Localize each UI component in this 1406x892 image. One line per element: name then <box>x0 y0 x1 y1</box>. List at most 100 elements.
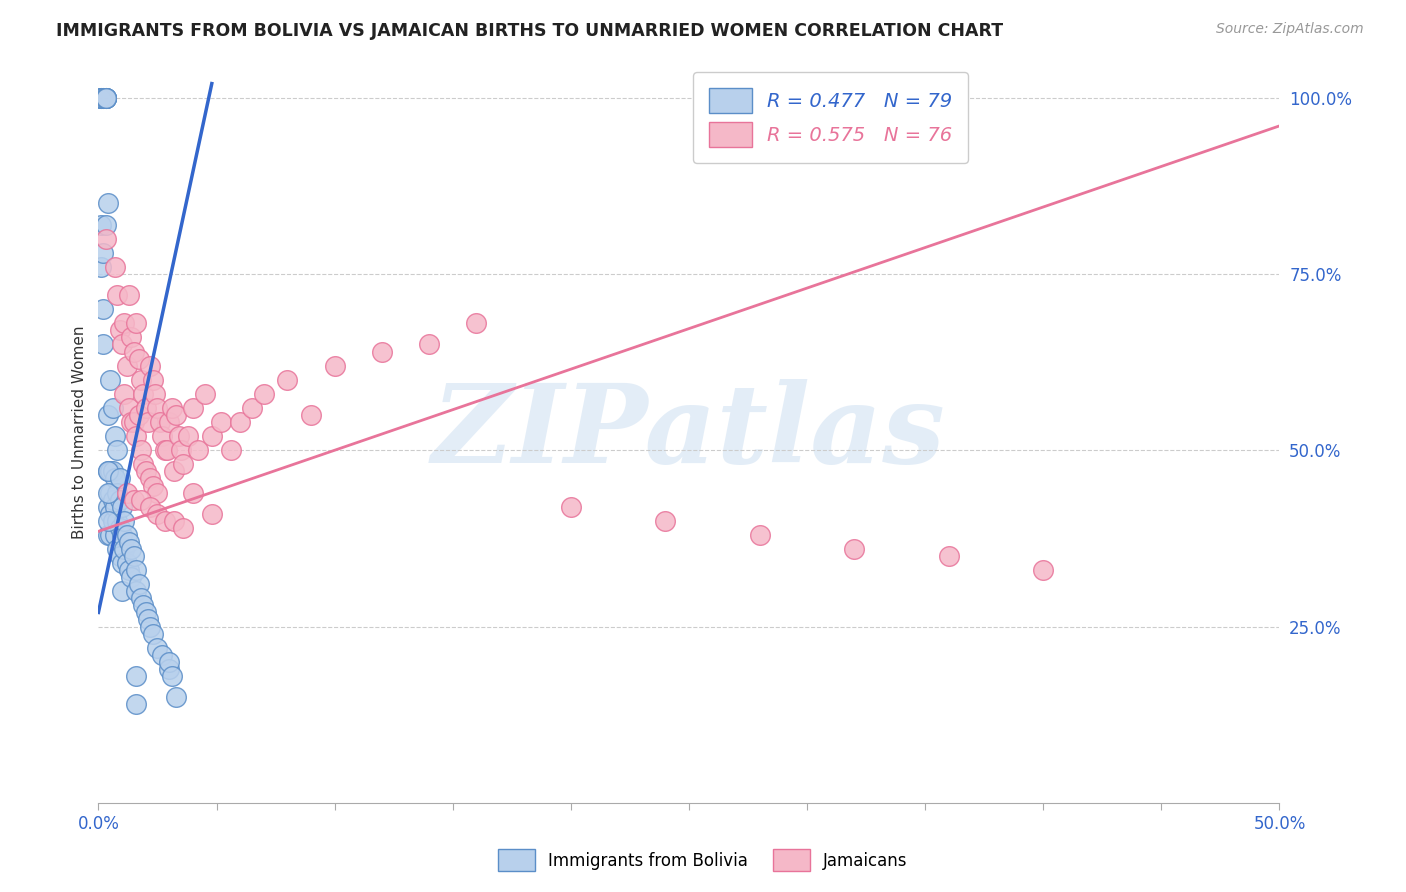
Point <box>136 612 159 626</box>
Point <box>165 408 187 422</box>
Point <box>115 485 138 500</box>
Point <box>112 316 135 330</box>
Point <box>129 492 152 507</box>
Point <box>938 549 960 563</box>
Point <box>91 337 114 351</box>
Point <box>97 464 120 478</box>
Point <box>91 91 114 105</box>
Point <box>748 528 770 542</box>
Point <box>136 415 159 429</box>
Point <box>146 640 169 655</box>
Point <box>146 507 169 521</box>
Point <box>153 443 176 458</box>
Point <box>132 599 155 613</box>
Point <box>150 429 173 443</box>
Point <box>156 443 179 458</box>
Point <box>146 485 169 500</box>
Point <box>94 91 117 105</box>
Point <box>104 471 127 485</box>
Point <box>98 373 121 387</box>
Point <box>91 91 114 105</box>
Point <box>125 697 148 711</box>
Point <box>219 443 242 458</box>
Point <box>128 577 150 591</box>
Point <box>139 359 162 373</box>
Point <box>118 288 141 302</box>
Point <box>105 443 128 458</box>
Point <box>91 91 114 105</box>
Point <box>108 549 131 563</box>
Point <box>108 521 131 535</box>
Point <box>108 492 131 507</box>
Point <box>129 591 152 606</box>
Point <box>142 626 165 640</box>
Point <box>172 521 194 535</box>
Point <box>104 528 127 542</box>
Point <box>125 584 148 599</box>
Point <box>118 535 141 549</box>
Point <box>91 91 114 105</box>
Point <box>118 563 141 577</box>
Point <box>129 373 152 387</box>
Point <box>177 429 200 443</box>
Point <box>276 373 298 387</box>
Point <box>299 408 322 422</box>
Point <box>90 91 112 105</box>
Point <box>97 464 120 478</box>
Point <box>108 471 131 485</box>
Point <box>142 478 165 492</box>
Point <box>139 619 162 633</box>
Point <box>129 443 152 458</box>
Point <box>90 91 112 105</box>
Point <box>150 648 173 662</box>
Point <box>94 91 117 105</box>
Point <box>98 485 121 500</box>
Point <box>135 606 157 620</box>
Point <box>153 514 176 528</box>
Point <box>844 541 866 556</box>
Point <box>209 415 232 429</box>
Point <box>94 91 117 105</box>
Point <box>187 443 209 458</box>
Point <box>121 330 143 344</box>
Point <box>181 401 204 415</box>
Point <box>160 669 183 683</box>
Point <box>125 429 148 443</box>
Point <box>163 514 186 528</box>
Point <box>97 528 120 542</box>
Point <box>122 344 145 359</box>
Point <box>229 415 252 429</box>
Point <box>132 387 155 401</box>
Point <box>121 541 143 556</box>
Point <box>98 507 121 521</box>
Point <box>90 91 112 105</box>
Point <box>157 655 180 669</box>
Point <box>240 401 263 415</box>
Point <box>128 408 150 422</box>
Point <box>104 260 127 274</box>
Text: ZIPatlas: ZIPatlas <box>432 379 946 486</box>
Point <box>125 316 148 330</box>
Point <box>122 492 145 507</box>
Point <box>90 218 112 232</box>
Point <box>253 387 276 401</box>
Point <box>108 323 131 337</box>
Point <box>118 401 141 415</box>
Point <box>181 485 204 500</box>
Point <box>90 260 112 274</box>
Point <box>94 91 117 105</box>
Point <box>132 458 155 472</box>
Point <box>115 528 138 542</box>
Point <box>111 528 134 542</box>
Point <box>98 464 121 478</box>
Point <box>418 337 440 351</box>
Point <box>97 514 120 528</box>
Point <box>121 415 143 429</box>
Point <box>1032 563 1054 577</box>
Point <box>170 443 193 458</box>
Point <box>146 401 169 415</box>
Point <box>121 570 143 584</box>
Point <box>128 351 150 366</box>
Point <box>101 514 124 528</box>
Point <box>194 387 217 401</box>
